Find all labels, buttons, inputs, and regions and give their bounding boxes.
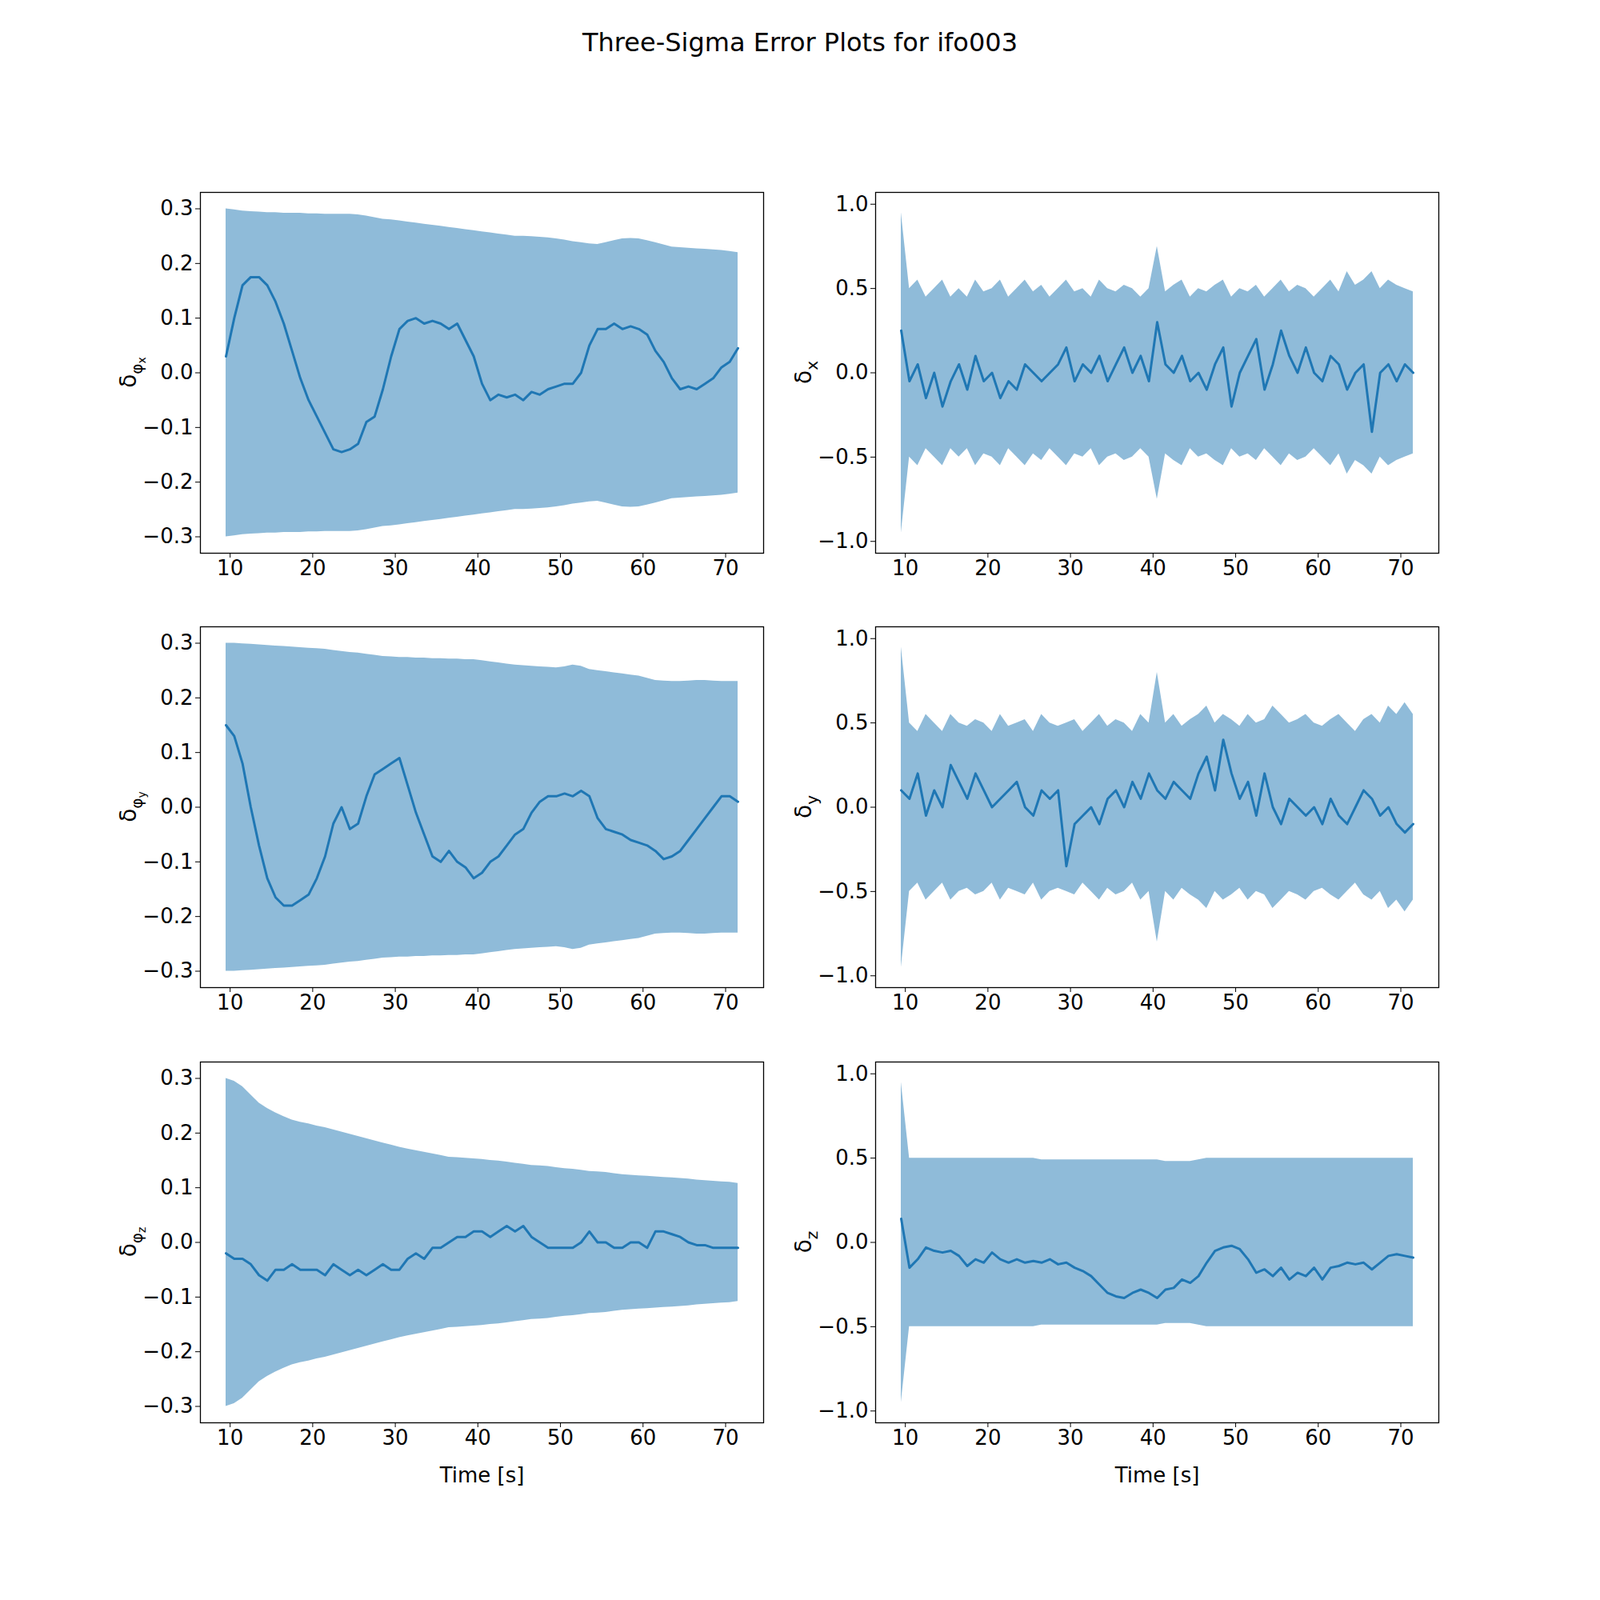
svg-text:−0.2: −0.2: [142, 1339, 193, 1364]
svg-text:50: 50: [547, 990, 574, 1015]
svg-text:−0.3: −0.3: [142, 524, 193, 548]
svg-text:0.3: 0.3: [160, 1065, 193, 1090]
svg-text:−0.2: −0.2: [142, 904, 193, 928]
svg-text:60: 60: [629, 990, 656, 1015]
svg-text:20: 20: [974, 1425, 1001, 1450]
svg-text:−0.5: −0.5: [817, 1314, 868, 1339]
svg-text:30: 30: [1057, 990, 1084, 1015]
svg-text:1.0: 1.0: [835, 626, 868, 651]
svg-text:20: 20: [974, 556, 1001, 580]
svg-text:10: 10: [216, 1425, 244, 1450]
svg-text:−1.0: −1.0: [817, 963, 868, 988]
svg-text:40: 40: [464, 1425, 492, 1450]
svg-text:20: 20: [299, 990, 326, 1015]
svg-text:δφy: δφy: [115, 791, 148, 823]
svg-text:30: 30: [382, 556, 409, 580]
svg-text:0.2: 0.2: [160, 1120, 193, 1145]
svg-text:60: 60: [1304, 990, 1332, 1015]
svg-text:70: 70: [712, 990, 739, 1015]
svg-text:δφz: δφz: [115, 1227, 148, 1258]
svg-text:0.0: 0.0: [835, 1229, 868, 1254]
svg-text:0.2: 0.2: [160, 685, 193, 710]
svg-text:70: 70: [712, 1425, 739, 1450]
svg-text:10: 10: [892, 1425, 919, 1450]
svg-text:−0.2: −0.2: [142, 469, 193, 494]
svg-text:10: 10: [216, 990, 244, 1015]
svg-text:δz: δz: [790, 1231, 822, 1254]
svg-text:20: 20: [974, 990, 1001, 1015]
svg-text:−0.3: −0.3: [142, 958, 193, 983]
svg-text:−0.1: −0.1: [142, 1284, 193, 1309]
svg-text:0.5: 0.5: [835, 276, 868, 300]
svg-text:10: 10: [892, 556, 919, 580]
svg-text:60: 60: [629, 556, 656, 580]
svg-text:70: 70: [1387, 1425, 1414, 1450]
svg-text:30: 30: [382, 1425, 409, 1450]
svg-text:20: 20: [299, 556, 326, 580]
svg-text:Time [s]: Time [s]: [439, 1463, 525, 1488]
svg-text:−1.0: −1.0: [817, 528, 868, 553]
svg-text:0.3: 0.3: [160, 630, 193, 655]
svg-text:40: 40: [1140, 990, 1167, 1015]
svg-text:0.1: 0.1: [160, 305, 193, 330]
svg-text:δx: δx: [790, 360, 822, 384]
svg-text:70: 70: [1387, 990, 1414, 1015]
svg-text:50: 50: [547, 556, 574, 580]
svg-text:50: 50: [1222, 556, 1249, 580]
svg-text:10: 10: [216, 556, 244, 580]
svg-text:δφx: δφx: [115, 356, 148, 388]
svg-text:40: 40: [464, 990, 492, 1015]
svg-text:0.0: 0.0: [835, 360, 868, 384]
svg-text:60: 60: [1304, 556, 1332, 580]
svg-text:30: 30: [1057, 556, 1084, 580]
svg-text:50: 50: [1222, 1425, 1249, 1450]
svg-text:50: 50: [1222, 990, 1249, 1015]
svg-text:70: 70: [1387, 556, 1414, 580]
svg-text:30: 30: [1057, 1425, 1084, 1450]
svg-text:20: 20: [299, 1425, 326, 1450]
svg-text:1.0: 1.0: [835, 192, 868, 216]
svg-text:0.0: 0.0: [160, 360, 193, 384]
svg-text:−0.3: −0.3: [142, 1393, 193, 1418]
svg-text:Time [s]: Time [s]: [1114, 1463, 1200, 1488]
svg-text:50: 50: [547, 1425, 574, 1450]
svg-text:1.0: 1.0: [835, 1061, 868, 1086]
svg-text:0.0: 0.0: [160, 1229, 193, 1254]
svg-text:40: 40: [464, 556, 492, 580]
svg-text:−0.1: −0.1: [142, 849, 193, 874]
svg-text:0.5: 0.5: [835, 710, 868, 735]
svg-text:0.2: 0.2: [160, 251, 193, 276]
svg-text:δy: δy: [790, 795, 822, 819]
svg-text:0.0: 0.0: [835, 794, 868, 819]
svg-text:−1.0: −1.0: [817, 1398, 868, 1423]
svg-text:70: 70: [712, 556, 739, 580]
svg-text:30: 30: [382, 990, 409, 1015]
svg-text:0.1: 0.1: [160, 740, 193, 764]
svg-text:−0.5: −0.5: [817, 444, 868, 469]
svg-text:0.5: 0.5: [835, 1145, 868, 1170]
svg-text:−0.5: −0.5: [817, 879, 868, 904]
svg-text:0.0: 0.0: [160, 794, 193, 819]
html-text:Three-Sigma Error Plots for if: Three-Sigma Error Plots for ifo003: [582, 27, 1018, 58]
svg-text:60: 60: [629, 1425, 656, 1450]
svg-text:10: 10: [892, 990, 919, 1015]
svg-text:0.3: 0.3: [160, 196, 193, 220]
svg-text:−0.1: −0.1: [142, 415, 193, 440]
svg-text:60: 60: [1304, 1425, 1332, 1450]
svg-text:40: 40: [1140, 1425, 1167, 1450]
svg-text:40: 40: [1140, 556, 1167, 580]
svg-text:0.1: 0.1: [160, 1175, 193, 1200]
